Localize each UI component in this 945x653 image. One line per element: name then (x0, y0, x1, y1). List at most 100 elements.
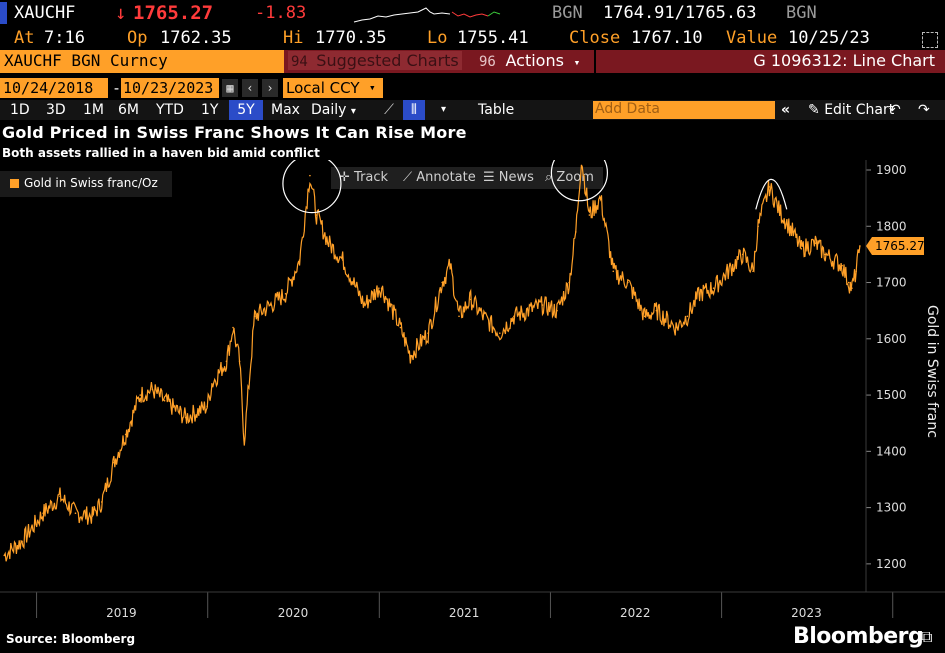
data-point (449, 265, 451, 267)
table-button[interactable]: Table (478, 100, 514, 120)
range-3d[interactable]: 3D (46, 100, 66, 120)
redo-icon[interactable]: ↷ (918, 100, 930, 120)
data-point (499, 332, 501, 334)
y-axis-title: Gold in Swiss franc (924, 305, 940, 438)
range-1m[interactable]: 1M (83, 100, 104, 120)
data-point (778, 209, 780, 211)
close-label: Close (569, 28, 620, 48)
chevron-right-icon[interactable]: › (262, 79, 278, 97)
net-change: -1.83 (255, 3, 306, 23)
data-point (409, 355, 411, 357)
bar-chart-icon[interactable]: ⫴ (403, 100, 425, 120)
data-point (815, 242, 817, 244)
data-point (21, 541, 23, 543)
price-chart[interactable]: 1200 1300 1400 1500 1600 1700 1800 1900 Gold in … (0, 160, 945, 630)
data-point (589, 214, 591, 216)
range-1d[interactable]: 1D (10, 100, 30, 120)
add-data-placeholder: Add Data (595, 101, 660, 117)
range-ytd[interactable]: YTD (156, 100, 184, 120)
actions-num: 96 (479, 54, 496, 70)
data-point (75, 512, 77, 514)
chevron-down-icon[interactable]: ▾ (441, 100, 446, 120)
data-point (42, 512, 44, 514)
range-5y[interactable]: 5Y (229, 100, 263, 120)
at-label: At (14, 28, 34, 48)
expand-icon[interactable] (922, 32, 938, 48)
actions-label: Actions (506, 51, 564, 70)
data-point (556, 310, 558, 312)
data-point (378, 287, 380, 289)
security-text: XAUCHF BGN Curncy (4, 51, 168, 70)
data-point (513, 315, 515, 317)
date-separator: - (112, 79, 121, 97)
ticker[interactable]: XAUCHF (14, 3, 75, 23)
series-line-gold-chf[interactable] (4, 165, 860, 561)
low-label: Lo (427, 28, 447, 48)
data-point (164, 400, 166, 402)
chart-id: G 1096312: Line Chart (753, 51, 935, 70)
high-label: Hi (283, 28, 303, 48)
currency-value: Local CCY (286, 79, 360, 97)
period-select[interactable]: Daily ▾ (311, 100, 356, 120)
source-label-2: BGN (786, 3, 817, 23)
intraday-sparkline (352, 2, 502, 26)
chart-title: Gold Priced in Swiss Franc Shows It Can … (2, 123, 467, 142)
edit-chart-button[interactable]: ✎ Edit Chart (808, 100, 894, 120)
data-point (792, 231, 794, 233)
data-point (316, 214, 318, 216)
x-tick-label: 2023 (791, 606, 822, 620)
value-label: Value (726, 28, 777, 48)
security-bar: XAUCHF BGN Curncy 94 Suggested Charts 96… (0, 50, 945, 73)
data-point (575, 231, 577, 233)
chevron-down-icon: ▾ (351, 106, 356, 117)
line-chart-icon[interactable]: ⟋ (380, 100, 398, 120)
y-tick-label: 1600 (876, 332, 907, 346)
value-date: 10/25/23 (788, 28, 870, 48)
chart-toolbar: 1D 3D 1M 6M YTD 1Y 5Y Max Daily ▾ ⟋ ⫴ ▾ … (0, 100, 945, 120)
last-price: 1765.27 (133, 2, 213, 24)
suggested-charts-button[interactable]: 94 Suggested Charts (288, 51, 462, 70)
data-point (841, 265, 843, 267)
data-point (427, 332, 429, 334)
data-point (627, 282, 629, 284)
plot-area (0, 160, 945, 592)
data-point (644, 315, 646, 317)
data-point (656, 310, 658, 312)
data-point (328, 242, 330, 244)
undo-icon[interactable]: ↶ (889, 100, 901, 120)
data-point (211, 383, 213, 385)
high-value: 1770.35 (315, 28, 387, 48)
suggested-num: 94 (291, 54, 308, 70)
data-point (855, 270, 857, 272)
data-point (470, 299, 472, 301)
data-point (152, 389, 154, 391)
y-tick-label: 1200 (876, 557, 907, 571)
range-6m[interactable]: 6M (118, 100, 139, 120)
data-point (687, 315, 689, 317)
x-axis: 2019 2020 2021 2022 2023 (37, 592, 893, 620)
bid-ask: 1764.91/1765.63 (603, 3, 757, 23)
data-point (800, 248, 802, 250)
data-point (299, 259, 301, 261)
snapshot-icon[interactable]: ⧉ (921, 628, 939, 646)
calendar-icon[interactable]: ▦ (222, 79, 238, 97)
data-point (185, 417, 187, 419)
actions-button[interactable]: 96 Actions ▾ (479, 51, 580, 70)
annotations: 1765.27 (283, 160, 925, 255)
collapse-icon[interactable]: « (781, 100, 790, 120)
data-point (612, 270, 614, 272)
data-point (568, 282, 570, 284)
data-point (226, 361, 228, 363)
period-label: Daily (311, 102, 346, 118)
open-value: 1762.35 (160, 28, 232, 48)
start-date: 10/24/2018 (3, 79, 93, 97)
suggested-label: Suggested Charts (316, 51, 458, 70)
chevron-down-icon: ▾ (574, 56, 581, 69)
y-tick-label: 1300 (876, 501, 907, 515)
data-point (851, 287, 853, 289)
y-tick-label: 1500 (876, 388, 907, 402)
chevron-left-icon[interactable]: ‹ (242, 79, 258, 97)
pencil-icon: ✎ (808, 102, 820, 118)
range-max[interactable]: Max (271, 100, 300, 120)
range-1y[interactable]: 1Y (201, 100, 218, 120)
